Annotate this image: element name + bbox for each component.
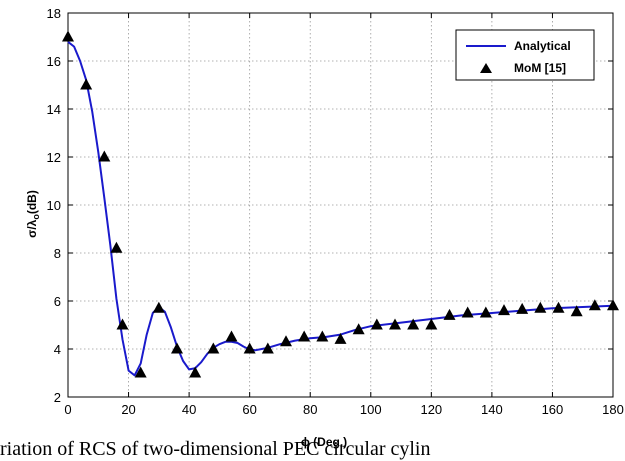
mom-data-point xyxy=(352,323,365,335)
mom-data-point xyxy=(261,342,274,354)
mom-data-point xyxy=(570,305,583,317)
y-tick-label: 12 xyxy=(47,150,61,165)
mom-data-point xyxy=(588,299,601,311)
mom-data-point xyxy=(443,308,456,320)
mom-data-point xyxy=(461,306,474,318)
mom-data-point xyxy=(425,318,438,330)
y-tick-label: 6 xyxy=(54,294,61,309)
mom-data-point xyxy=(243,342,256,354)
mom-data-point xyxy=(516,302,529,314)
x-tick-label: 100 xyxy=(360,402,382,417)
y-tick-label: 14 xyxy=(47,102,61,117)
mom-data-point xyxy=(498,304,510,316)
mom-data-point xyxy=(298,330,311,342)
x-tick-label: 160 xyxy=(542,402,564,417)
y-tick-label: 16 xyxy=(47,54,61,69)
mom-data-point xyxy=(334,332,347,344)
mom-data-point xyxy=(62,30,74,42)
x-axis-label: ϕ (Deg.) xyxy=(301,435,347,449)
mom-data-point xyxy=(370,318,383,330)
legend: Analytical MoM [15] xyxy=(455,29,595,81)
x-tick-label: 180 xyxy=(602,402,624,417)
mom-data-point xyxy=(389,318,401,330)
legend-triangle-marker xyxy=(480,63,492,73)
mom-data-point xyxy=(134,366,147,378)
mom-data-point xyxy=(80,78,93,90)
mom-data-point xyxy=(316,330,329,342)
x-tick-label: 0 xyxy=(64,402,71,417)
x-tick-label: 80 xyxy=(303,402,317,417)
y-tick-label: 4 xyxy=(54,342,61,357)
series xyxy=(62,30,619,378)
mom-data-point xyxy=(152,301,165,313)
y-tick-label: 2 xyxy=(54,390,61,405)
mom-data-point xyxy=(189,366,202,378)
axis-ticks: 0 20 40 60 80 100 120 140 160 180 2 4 6 8 10 12 14 16 18 xyxy=(47,6,624,417)
mom-data-point xyxy=(607,299,619,311)
y-axis-label: σ/λo(dB) xyxy=(25,190,41,238)
svg-text:σ/λo(dB): σ/λo(dB) xyxy=(25,190,41,238)
mom-data-point xyxy=(171,342,183,354)
mom-data-point xyxy=(207,342,220,354)
x-tick-label: 20 xyxy=(121,402,135,417)
y-tick-label: 18 xyxy=(47,6,61,21)
mom-data-point xyxy=(98,150,111,162)
mom-data-point xyxy=(407,318,420,330)
y-tick-label: 10 xyxy=(47,198,61,213)
series-line-analytical xyxy=(67,41,614,377)
legend-label-mom: MoM [15] xyxy=(514,61,566,75)
mom-data-point xyxy=(225,330,238,342)
y-axis-label-sub: o xyxy=(31,214,41,220)
legend-label-analytical: Analytical xyxy=(514,39,571,53)
y-axis-label-tail: (dB) xyxy=(25,190,39,214)
x-tick-label: 60 xyxy=(242,402,256,417)
mom-data-point xyxy=(110,241,123,253)
figure-caption: riation of RCS of two-dimensional PEC ci… xyxy=(0,438,431,460)
mom-data-point xyxy=(280,335,292,347)
x-tick-label: 120 xyxy=(420,402,442,417)
y-tick-label: 8 xyxy=(54,246,61,261)
mom-data-point xyxy=(552,301,565,313)
x-tick-label: 40 xyxy=(182,402,196,417)
legend-box xyxy=(455,29,595,81)
grid xyxy=(68,13,613,397)
mom-data-point xyxy=(479,306,492,318)
mom-data-point xyxy=(116,318,129,330)
x-tick-label: 140 xyxy=(481,402,503,417)
mom-data-point xyxy=(534,301,547,313)
y-axis-label-main: σ/λ xyxy=(25,219,39,238)
